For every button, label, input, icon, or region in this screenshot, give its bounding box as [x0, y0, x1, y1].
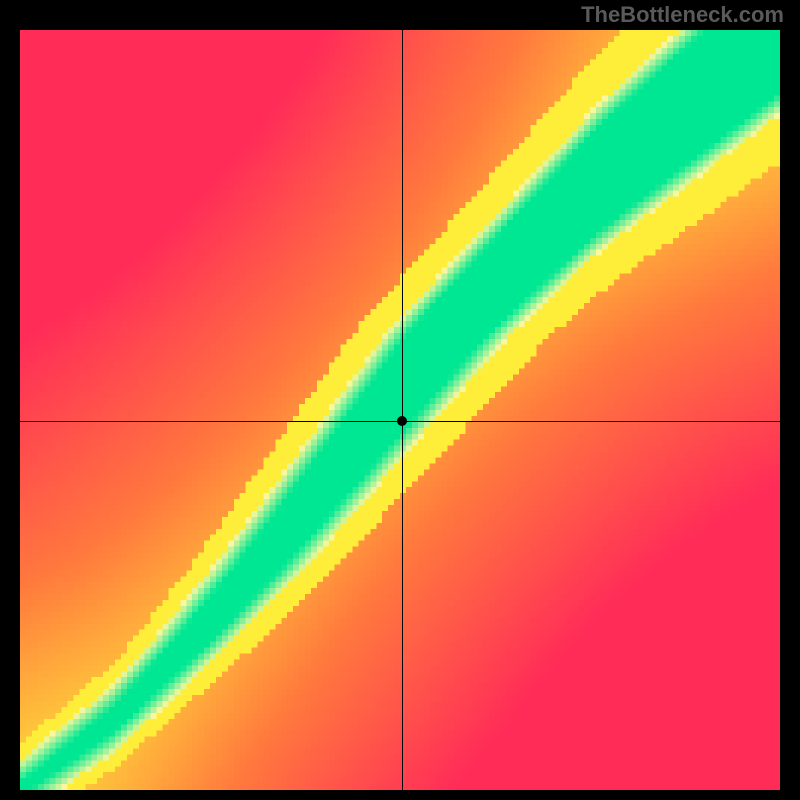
watermark-text: TheBottleneck.com [581, 2, 784, 28]
chart-container: TheBottleneck.com [0, 0, 800, 800]
crosshair-vertical [402, 30, 403, 790]
center-marker [397, 416, 407, 426]
heatmap-canvas [20, 30, 780, 790]
plot-area [20, 30, 780, 790]
